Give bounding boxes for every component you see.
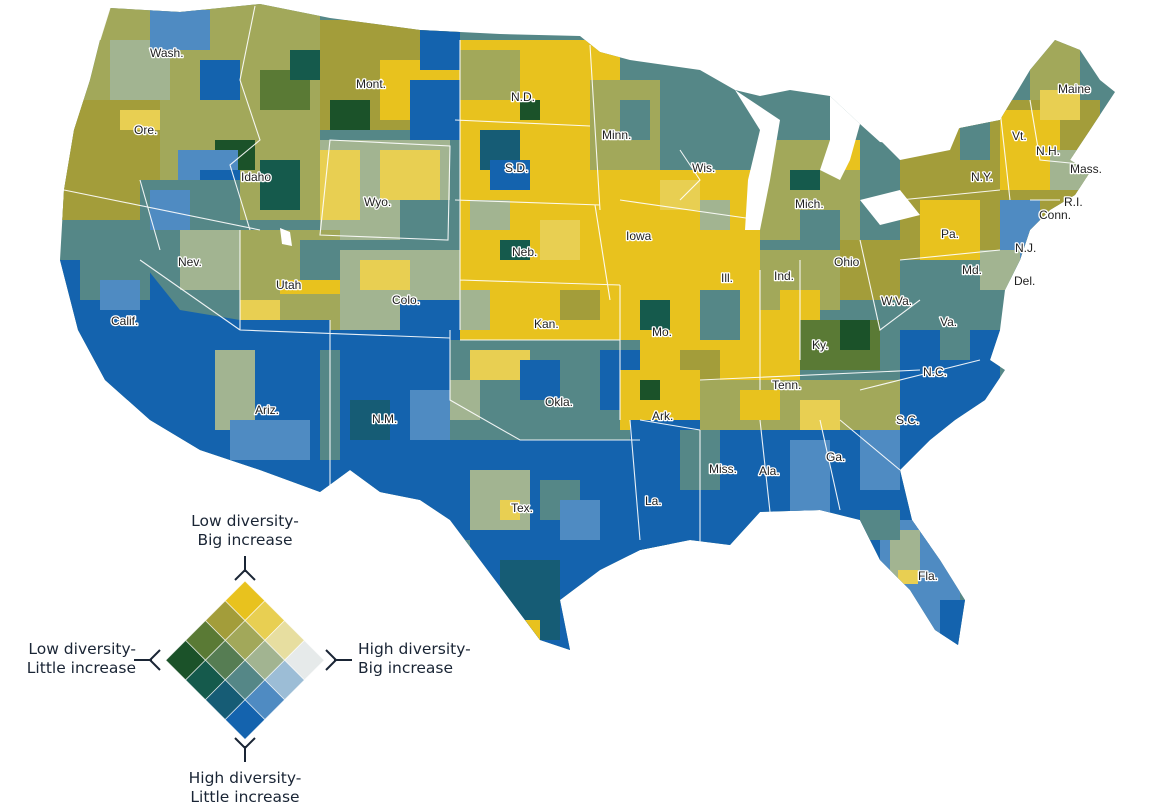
state-label: Neb.: [512, 245, 537, 259]
state-label: Tex.: [511, 501, 533, 515]
legend-bottom-line2: Little increase: [190, 788, 300, 806]
legend-label-left: Low diversity- Little increase: [6, 640, 136, 678]
state-label: Ill.: [721, 271, 733, 285]
legend-left-line2: Little increase: [26, 659, 136, 677]
state-label: N.D.: [511, 90, 535, 104]
state-label: N.C.: [923, 365, 947, 379]
state-label: Ariz.: [255, 403, 279, 417]
state-label: Miss.: [709, 462, 737, 476]
state-label: N.M.: [372, 412, 397, 426]
state-label: Utah: [276, 278, 301, 292]
arrow-left-icon: [134, 649, 161, 671]
state-label: Mo.: [652, 325, 672, 339]
state-label: Ala.: [759, 464, 780, 478]
state-label: Pa.: [941, 227, 959, 241]
legend-top-line1: Low diversity-: [191, 512, 299, 530]
arrow-down-icon: [234, 737, 256, 762]
state-label: Fla.: [918, 569, 938, 583]
legend-color-grid: [165, 580, 325, 740]
state-label: S.D.: [505, 161, 528, 175]
state-boundaries: [63, 5, 1091, 545]
state-label: Kan.: [534, 317, 559, 331]
state-label: Ore.: [134, 123, 157, 137]
state-label: Md.: [962, 263, 982, 277]
state-label: Conn.: [1039, 208, 1071, 222]
legend-arrows: [134, 556, 352, 762]
state-label: Mont.: [356, 77, 386, 91]
state-label: Minn.: [602, 128, 631, 142]
state-label: Iowa: [626, 229, 652, 243]
state-label: Ark.: [652, 409, 673, 423]
legend-right-line2: Big increase: [358, 659, 454, 677]
state-label: Idaho: [241, 170, 271, 184]
legend-cell: [224, 699, 266, 740]
great-lakes: [280, 90, 960, 246]
state-label: Wis.: [692, 161, 715, 175]
legend-label-top: Low diversity- Big increase: [170, 512, 320, 550]
state-label: Nev.: [178, 255, 202, 269]
legend-bottom-line1: High diversity-: [188, 769, 302, 787]
legend-right-line1: High diversity-: [358, 640, 471, 658]
state-label: Vt.: [1012, 129, 1027, 143]
state-label: N.J.: [1015, 241, 1036, 255]
arrow-up-icon: [234, 556, 256, 581]
state-label: Mich.: [795, 197, 824, 211]
arrow-right-icon: [325, 649, 352, 671]
state-label: Wash.: [150, 46, 184, 60]
legend-label-bottom: High diversity- Little increase: [170, 769, 320, 807]
state-label: Mass.: [1070, 162, 1102, 176]
state-label: Tenn.: [772, 378, 801, 392]
state-label: N.Y.: [971, 170, 993, 184]
state-labels: Wash. Ore. Mont. Idaho Wyo. N.D. S.D. Minn. Wis.…: [110, 45, 1104, 585]
state-label: Del.: [1014, 274, 1035, 288]
state-label: R.I.: [1064, 195, 1083, 209]
bivariate-legend: [134, 556, 352, 762]
state-label: Calif.: [111, 314, 138, 328]
state-label: Ind.: [774, 269, 794, 283]
state-label: Ohio: [834, 255, 860, 269]
state-label: Va.: [940, 315, 957, 329]
state-label: S.C.: [896, 413, 919, 427]
state-label: Ga.: [826, 450, 845, 464]
legend-label-right: High diversity- Big increase: [358, 640, 498, 678]
state-label: N.H.: [1036, 144, 1060, 158]
state-label: Maine: [1058, 82, 1091, 96]
legend-left-line1: Low diversity-: [28, 640, 136, 658]
state-label: Okla.: [545, 395, 573, 409]
state-label: W.Va.: [881, 294, 912, 308]
state-label: Wyo.: [364, 195, 391, 209]
state-label: Colo.: [392, 293, 420, 307]
state-label: La.: [645, 494, 662, 508]
state-label: Ky.: [812, 338, 828, 352]
legend-top-line2: Big increase: [197, 531, 293, 549]
